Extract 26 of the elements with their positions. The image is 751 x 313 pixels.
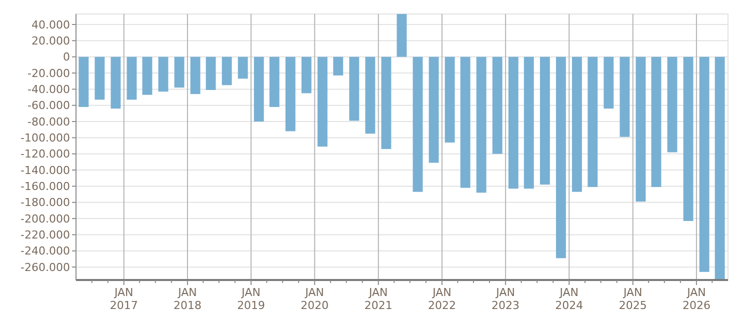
y-tick-label: -240.000 [20, 244, 70, 258]
y-tick-label: 40.000 [32, 18, 70, 32]
x-tick-label: JAN 2019 [237, 286, 266, 312]
y-tick-label: -80.000 [28, 115, 70, 128]
x-tick-label: JAN 2021 [364, 286, 392, 312]
x-tick-label: JAN 2025 [618, 286, 647, 312]
y-tick-label: -220.000 [20, 228, 70, 242]
y-tick-label: -60.000 [28, 99, 70, 112]
y-tick-label: -140.000 [20, 164, 70, 177]
x-tick-label: JAN 2022 [428, 286, 456, 312]
x-tick-label: JAN 2018 [173, 286, 202, 312]
y-tick-label: -100.000 [20, 132, 70, 145]
y-tick-label: -160.000 [20, 180, 70, 194]
y-tick-label: -40.000 [28, 83, 70, 96]
x-tick-label: JAN 2020 [300, 286, 329, 312]
y-tick-label: -20.000 [28, 66, 70, 80]
x-tick-label: JAN 2023 [492, 286, 520, 312]
y-tick-label: -180.000 [20, 196, 70, 210]
y-tick-label: 0 [63, 50, 70, 64]
y-tick-label: -260.000 [20, 260, 70, 274]
x-tick-label: JAN 2017 [110, 286, 138, 312]
y-tick-label: -120.000 [20, 148, 70, 161]
y-tick-label: -200.000 [20, 212, 70, 226]
x-tick-label: JAN 2026 [682, 286, 710, 312]
y-tick-label: 20.000 [32, 34, 70, 48]
x-tick-label: JAN 2024 [555, 286, 584, 312]
